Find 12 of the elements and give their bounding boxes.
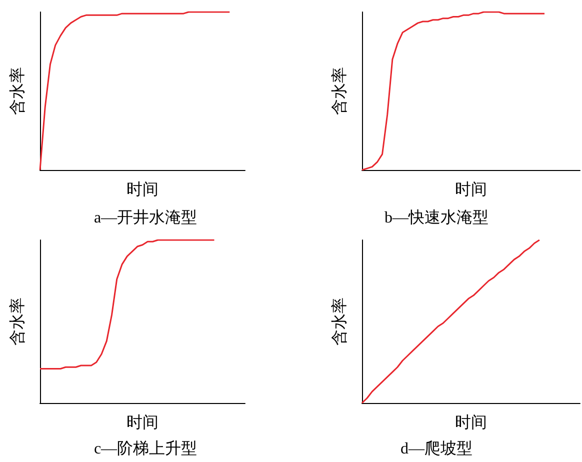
text: b—快速水淹型 — [384, 208, 488, 226]
x-axis-title: 时间 — [126, 180, 158, 198]
x-axis-title: 时间 — [126, 414, 158, 432]
text: c—阶梯上升型 — [94, 440, 198, 458]
text: d—爬坡型 — [400, 440, 472, 458]
y-axis-title: 含水率 — [8, 67, 26, 115]
x-axis-title: 时间 — [455, 414, 487, 432]
y-axis-title: 含水率 — [330, 67, 348, 115]
y-axis-title: 含水率 — [8, 298, 26, 346]
x-axis-title: 时间 — [455, 180, 487, 198]
y-axis-title: 含水率 — [330, 298, 348, 346]
text: a—开井水淹型 — [94, 208, 198, 226]
